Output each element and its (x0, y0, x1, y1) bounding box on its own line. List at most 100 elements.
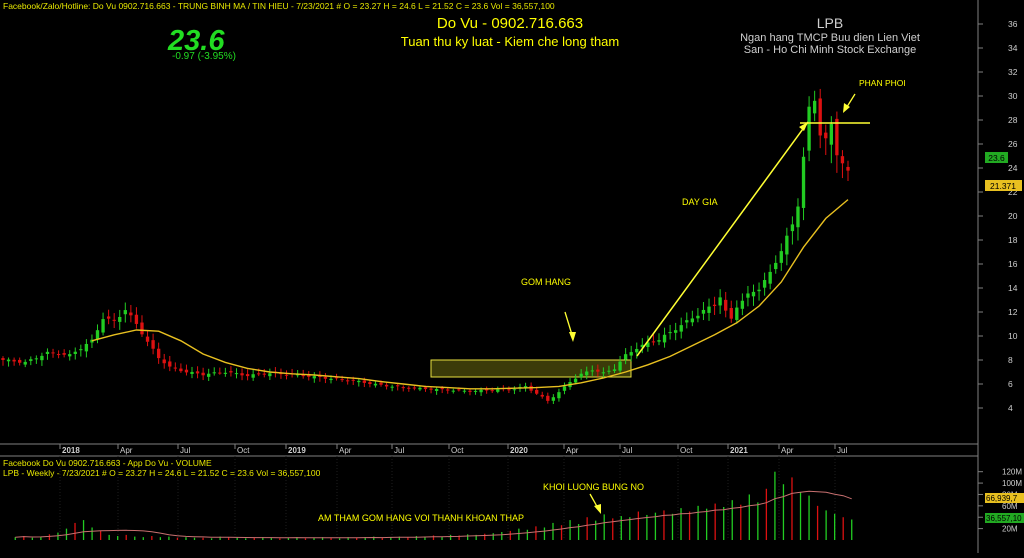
candle-body (596, 369, 600, 372)
candle-body (579, 373, 583, 378)
company-name: Ngan hang TMCP Buu dien Lien Viet (740, 32, 920, 44)
candle-body (662, 334, 667, 343)
candle-body (407, 387, 411, 389)
time-tick-label: Apr (120, 446, 133, 455)
candle-body (156, 348, 161, 359)
candle-body (68, 354, 72, 357)
candle-body (812, 100, 817, 114)
candle-body (340, 379, 344, 381)
candle-body (724, 299, 728, 311)
candle-body (635, 348, 639, 353)
price-tick-label: 6 (1008, 379, 1013, 389)
price-tick-label: 34 (1008, 43, 1018, 53)
candle-body (195, 371, 200, 374)
candle-body (396, 385, 400, 387)
candle-body (490, 390, 494, 392)
ma-value-badge-text: 21.371 (990, 181, 1016, 191)
candle-body (40, 355, 44, 361)
time-tick-label: Apr (566, 446, 579, 455)
candle-body (251, 374, 255, 378)
candle-body (668, 332, 672, 334)
price-tick-label: 12 (1008, 307, 1018, 317)
day-gia-label: DAY GIA (682, 197, 718, 207)
candle-body (101, 319, 105, 333)
candle-body (423, 387, 428, 390)
candle-body (562, 386, 567, 391)
am-tham-label: AM THAM GOM HANG VOI THANH KHOAN THAP (318, 513, 524, 523)
candle-body (673, 330, 678, 333)
time-tick-label: Oct (451, 446, 464, 455)
candle-body (457, 389, 461, 391)
candle-body (245, 374, 250, 377)
price-tick-label: 20 (1008, 211, 1018, 221)
volume-header-line1: Facebook Do Vu 0902.716.663 - App Do Vu … (3, 458, 212, 468)
exchange-name: San - Ho Chi Minh Stock Exchange (744, 44, 916, 56)
price-tick-label: 4 (1008, 403, 1013, 413)
volume-tick-label: 60M (1002, 502, 1018, 511)
candle-body (440, 387, 444, 390)
candle-body (62, 353, 66, 355)
candle-body (51, 352, 55, 354)
candle-body (307, 375, 311, 377)
candle-body (623, 354, 628, 360)
candle-body (18, 359, 22, 363)
volume-bars (14, 471, 853, 540)
price-tick-label: 10 (1008, 331, 1018, 341)
candle-body (707, 306, 711, 313)
candle-body (384, 384, 389, 387)
last-price-badge-text: 23.6 (988, 153, 1005, 163)
phan-phoi-arrow-head (843, 103, 850, 113)
candle-body (785, 235, 789, 255)
candle-body (218, 372, 222, 374)
candle-body (390, 386, 394, 388)
uptrend-arrow-line (636, 121, 809, 357)
volume-arrow-head (594, 504, 601, 514)
candle-body (140, 322, 144, 335)
candle-body (512, 389, 517, 391)
time-tick-label: 2020 (510, 446, 528, 455)
candle-body (362, 380, 367, 383)
candle-body (223, 372, 228, 374)
price-tick-label: 24 (1008, 163, 1018, 173)
candle-body (696, 315, 700, 319)
candle-body (607, 370, 611, 372)
candle-body (507, 389, 511, 391)
candle-body (379, 382, 383, 385)
author-title: Do Vu - 0902.716.663 (437, 15, 583, 32)
x-gridlines (59, 456, 836, 540)
candle-body (473, 390, 478, 392)
time-tick-label: Oct (237, 446, 250, 455)
volume-header-line2: LPB - Weekly - 7/23/2021 # O = 23.27 H =… (3, 468, 321, 478)
candle-body (418, 387, 422, 390)
candle-body (640, 344, 644, 348)
candle-body (190, 371, 194, 374)
candle-body (79, 349, 83, 351)
candle-body (12, 359, 16, 362)
motto-subtitle: Tuan thu ky luat - Kiem che long tham (401, 34, 619, 49)
candle-body (479, 389, 483, 393)
candle-body (590, 370, 594, 372)
accumulation-zone-box (430, 359, 632, 378)
volume-tick-label: 20M (1002, 525, 1018, 534)
candle-body (551, 397, 556, 401)
candle-body (824, 132, 828, 139)
price-tick-label: 32 (1008, 67, 1018, 77)
candle-body (162, 359, 166, 364)
time-axis-ticks: 2018 Apr Jul Oct 2019 Apr Jul Oct 2020 Apr Jul Oct 2… (59, 444, 847, 455)
candle-body (646, 342, 650, 348)
candle-body (323, 376, 328, 379)
candle-body (84, 343, 89, 352)
candle-body (712, 304, 717, 307)
candle-body (412, 387, 417, 389)
candle-body (679, 325, 683, 332)
candle-body (301, 374, 305, 377)
candle-body (95, 330, 100, 340)
candle-body (184, 369, 189, 373)
candle-body (229, 371, 233, 373)
candle-body (779, 251, 783, 263)
candle-body (23, 361, 27, 365)
time-tick-label: Apr (339, 446, 352, 455)
candle-body (357, 380, 361, 383)
